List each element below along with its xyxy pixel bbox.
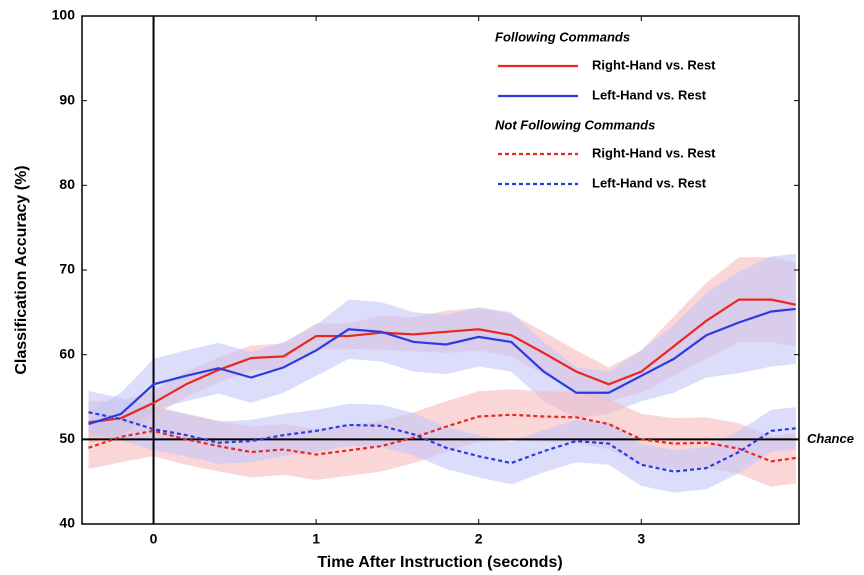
x-axis-title: Time After Instruction (seconds) — [317, 554, 562, 571]
reference-label: Chance — [807, 431, 854, 446]
y-tick-label: 60 — [59, 345, 75, 361]
legend-label: Left-Hand vs. Rest — [592, 87, 707, 102]
legend-label: Right-Hand vs. Rest — [592, 57, 716, 72]
x-tick-label: 3 — [637, 531, 645, 547]
legend-label: Left-Hand vs. Rest — [592, 175, 707, 190]
legend-group-title: Following Commands — [495, 29, 630, 44]
confidence-band — [88, 391, 796, 493]
y-tick-label: 80 — [59, 176, 75, 192]
y-axis-title: Classification Accuracy (%) — [13, 165, 30, 374]
x-tick-label: 2 — [475, 531, 483, 547]
plot — [82, 16, 799, 524]
series-line — [88, 411, 796, 473]
legend-group-title: Not Following Commands — [495, 117, 655, 132]
y-tick-label: 70 — [59, 261, 75, 277]
series-line — [88, 413, 796, 463]
confidence-band — [88, 253, 796, 437]
legend-label: Right-Hand vs. Rest — [592, 145, 716, 160]
x-tick-label: 0 — [150, 531, 158, 547]
series-line — [88, 307, 796, 426]
y-tick-label: 100 — [52, 7, 76, 23]
y-tick-label: 40 — [59, 515, 75, 531]
y-tick-label: 90 — [59, 91, 75, 107]
x-tick-label: 1 — [312, 531, 320, 547]
y-tick-label: 50 — [59, 430, 75, 446]
series-line — [88, 298, 796, 424]
